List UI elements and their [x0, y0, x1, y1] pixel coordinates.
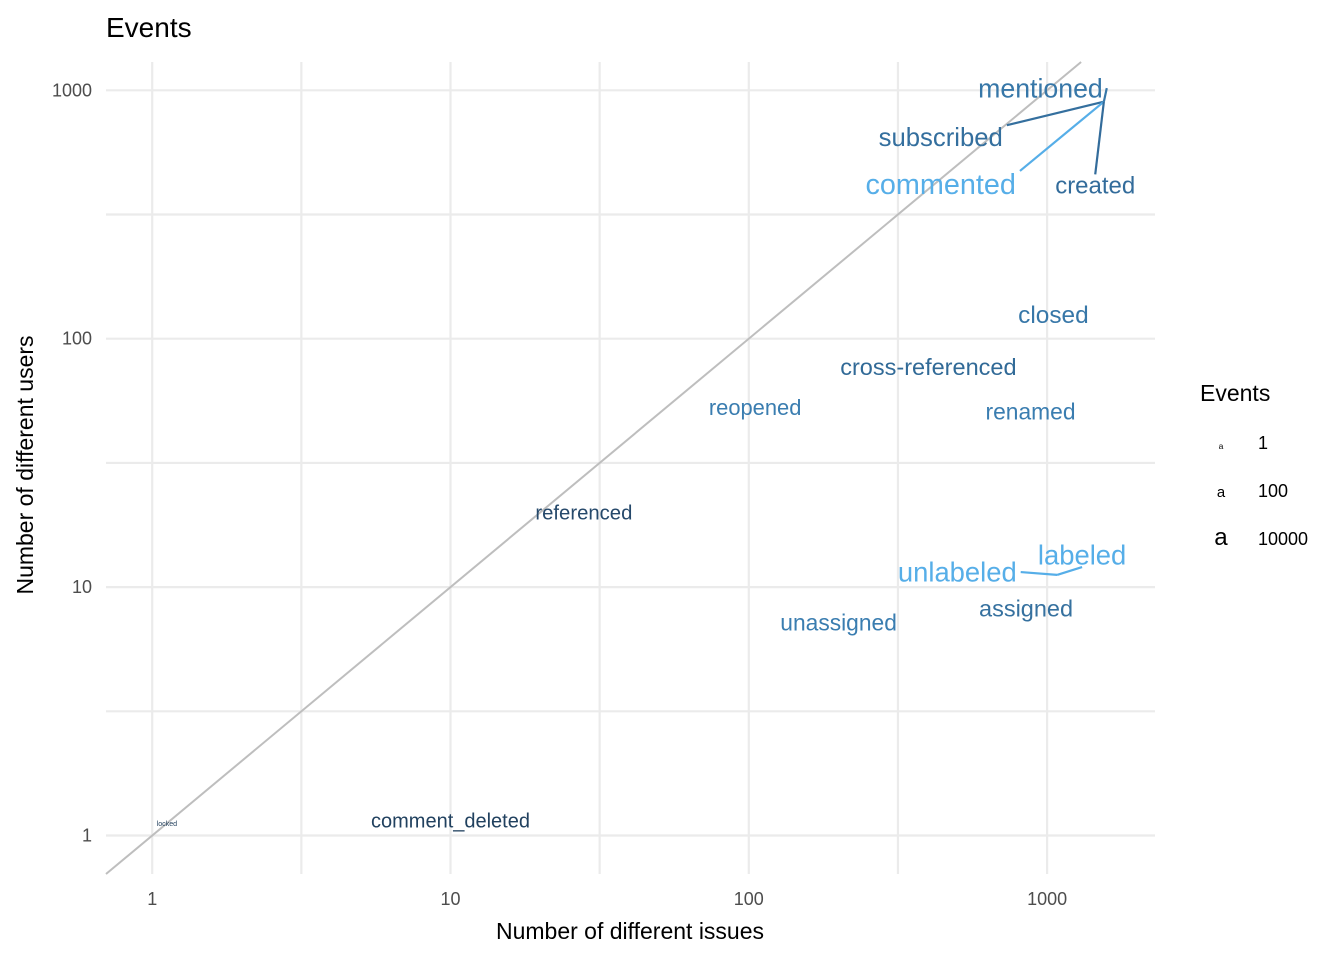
chart-title: Events	[106, 12, 192, 43]
leader-labeled	[1056, 566, 1083, 576]
legend: Events a 1 a 100 a 10000	[1200, 380, 1308, 551]
legend-label: 1	[1258, 433, 1268, 453]
y-tick-label: 1000	[52, 80, 92, 100]
data-labels: mentioned subscribed commented created close…	[157, 74, 1136, 833]
legend-label: 100	[1258, 481, 1288, 501]
legend-key: a	[1217, 485, 1226, 501]
label-renamed: renamed	[986, 398, 1076, 424]
x-tick-label: 1	[147, 889, 157, 909]
leader-commented	[1019, 100, 1105, 172]
legend-key: a	[1219, 441, 1224, 451]
y-tick-label: 10	[72, 577, 92, 597]
label-unlabeled: unlabeled	[898, 557, 1017, 588]
leader-subscribed	[1006, 100, 1105, 127]
label-referenced: referenced	[535, 502, 632, 524]
y-axis-ticks: 1 10 100 1000	[52, 80, 92, 845]
label-comment-deleted: comment_deleted	[371, 810, 530, 832]
reference-line	[105, 61, 1082, 875]
leader-created	[1094, 101, 1105, 175]
label-commented: commented	[866, 169, 1016, 201]
label-locked: locked	[157, 820, 178, 828]
x-tick-label: 10	[440, 889, 460, 909]
label-created: created	[1055, 173, 1135, 200]
legend-title: Events	[1200, 380, 1270, 406]
legend-label: 10000	[1258, 529, 1308, 549]
x-tick-label: 1000	[1027, 889, 1067, 909]
grid	[106, 62, 1155, 874]
label-closed: closed	[1018, 302, 1089, 329]
y-tick-label: 1	[82, 826, 92, 846]
leader-mentioned	[1102, 87, 1108, 102]
y-axis-title: Number of different users	[12, 335, 38, 594]
label-leader-lines	[1006, 87, 1108, 576]
label-subscribed: subscribed	[879, 124, 1003, 152]
x-axis-ticks: 1 10 100 1000	[147, 889, 1067, 909]
reference-line-group	[105, 61, 1082, 875]
label-mentioned: mentioned	[978, 74, 1103, 104]
label-assigned: assigned	[979, 596, 1073, 622]
x-axis-title: Number of different issues	[496, 918, 764, 944]
leader-unlabeled	[1020, 570, 1058, 576]
y-tick-label: 100	[62, 329, 92, 349]
label-unassigned: unassigned	[780, 610, 897, 636]
label-reopened: reopened	[709, 395, 802, 420]
legend-key: a	[1214, 524, 1228, 551]
x-tick-label: 100	[734, 889, 764, 909]
label-labeled: labeled	[1038, 539, 1126, 570]
label-cross-referenced: cross-referenced	[840, 354, 1016, 380]
